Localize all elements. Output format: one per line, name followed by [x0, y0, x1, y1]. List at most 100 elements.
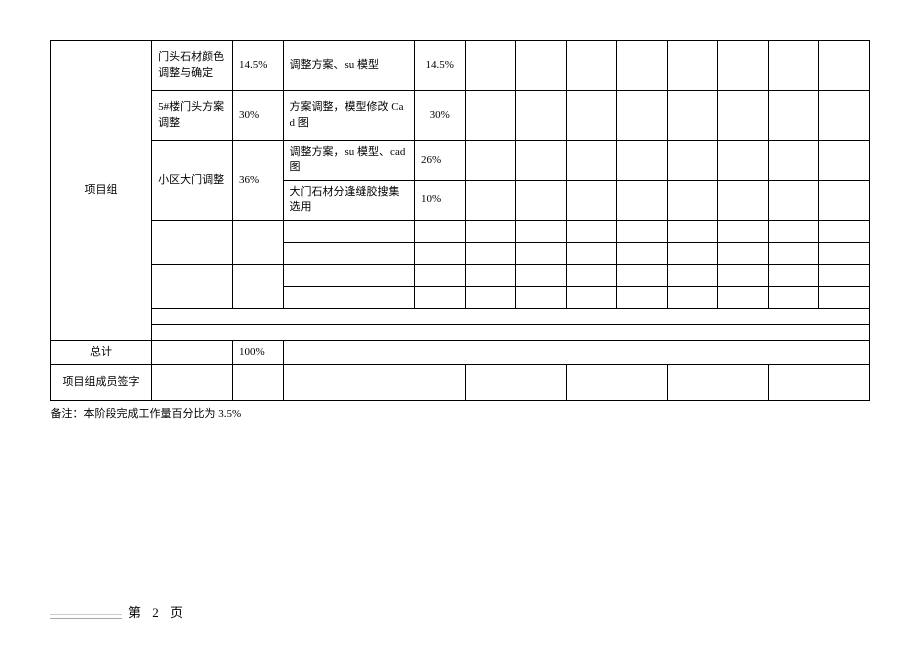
empty-cell [465, 141, 516, 181]
empty-cell [617, 41, 668, 91]
empty-cell [667, 242, 718, 264]
task-cell: 小区大门调整 [152, 141, 233, 221]
page-divider-line [50, 614, 122, 615]
empty-cell [283, 340, 869, 364]
empty-cell [768, 220, 819, 242]
desc-cell: 方案调整，模型修改 Cad 图 [283, 91, 414, 141]
task-cell: 5#楼门头方案调整 [152, 91, 233, 141]
empty-cell [152, 308, 870, 324]
empty-cell [819, 264, 870, 286]
table-row [51, 308, 870, 324]
empty-cell [152, 324, 870, 340]
empty-cell [819, 41, 870, 91]
empty-cell [465, 364, 566, 400]
empty-cell [152, 264, 233, 308]
empty-cell [667, 264, 718, 286]
empty-cell [414, 220, 465, 242]
empty-cell [283, 286, 414, 308]
empty-cell [768, 364, 869, 400]
pct-cell: 14.5% [232, 41, 283, 91]
empty-cell [232, 364, 283, 400]
empty-cell [566, 180, 617, 220]
empty-cell [819, 242, 870, 264]
empty-cell [819, 220, 870, 242]
table-row: 项目组 门头石材颜色调整与确定 14.5% 调整方案、su 模型 14.5% [51, 41, 870, 91]
empty-cell [414, 242, 465, 264]
remark-cell: 备注：本阶段完成工作量百分比为 3.5% [51, 400, 870, 428]
empty-cell [566, 91, 617, 141]
empty-cell [465, 242, 516, 264]
empty-cell [232, 264, 283, 308]
empty-cell [617, 180, 668, 220]
empty-cell [566, 41, 617, 91]
sign-label-cell: 项目组成员签字 [51, 364, 152, 400]
empty-cell [566, 141, 617, 181]
group-label-cell: 项目组 [51, 41, 152, 341]
empty-cell [465, 264, 516, 286]
empty-cell [516, 41, 567, 91]
empty-cell [718, 91, 769, 141]
empty-cell [768, 242, 819, 264]
empty-cell [283, 264, 414, 286]
empty-cell [819, 141, 870, 181]
empty-cell [667, 41, 718, 91]
empty-cell [516, 141, 567, 181]
empty-cell [283, 364, 465, 400]
empty-cell [516, 91, 567, 141]
pct-cell: 30% [232, 91, 283, 141]
table-row: 5#楼门头方案调整 30% 方案调整，模型修改 Cad 图 30% [51, 91, 870, 141]
empty-cell [152, 220, 233, 264]
empty-cell [465, 41, 516, 91]
total-pct-cell: 100% [232, 340, 283, 364]
empty-cell [465, 286, 516, 308]
empty-cell [516, 220, 567, 242]
pct2-cell: 30% [414, 91, 465, 141]
empty-cell [617, 286, 668, 308]
empty-cell [667, 286, 718, 308]
empty-cell [718, 242, 769, 264]
empty-cell [283, 242, 414, 264]
total-row: 总计 100% [51, 340, 870, 364]
empty-cell [667, 141, 718, 181]
empty-cell [617, 220, 668, 242]
empty-cell [516, 286, 567, 308]
empty-cell [667, 180, 718, 220]
empty-cell [768, 180, 819, 220]
desc-cell: 大门石材分逢缝胶搜集选用 [283, 180, 414, 220]
empty-cell [414, 264, 465, 286]
pct2-cell: 14.5% [414, 41, 465, 91]
empty-cell [465, 180, 516, 220]
empty-cell [768, 286, 819, 308]
desc-cell: 调整方案，su 模型、cad 图 [283, 141, 414, 181]
empty-cell [465, 91, 516, 141]
empty-cell [152, 364, 233, 400]
empty-cell [768, 264, 819, 286]
empty-cell [768, 91, 819, 141]
empty-cell [768, 41, 819, 91]
empty-cell [516, 264, 567, 286]
empty-cell [465, 220, 516, 242]
empty-cell [414, 286, 465, 308]
empty-cell [718, 41, 769, 91]
empty-cell [718, 220, 769, 242]
pct2-cell: 26% [414, 141, 465, 181]
empty-cell [566, 286, 617, 308]
empty-cell [819, 180, 870, 220]
empty-cell [819, 286, 870, 308]
empty-cell [667, 220, 718, 242]
empty-cell [566, 264, 617, 286]
pct2-cell: 10% [414, 180, 465, 220]
empty-cell [819, 91, 870, 141]
empty-cell [617, 242, 668, 264]
empty-cell [718, 141, 769, 181]
table-row: 小区大门调整 36% 调整方案，su 模型、cad 图 26% [51, 141, 870, 181]
empty-cell [718, 264, 769, 286]
empty-cell [667, 364, 768, 400]
empty-cell [768, 141, 819, 181]
empty-cell [566, 242, 617, 264]
desc-cell: 调整方案、su 模型 [283, 41, 414, 91]
empty-cell [152, 340, 233, 364]
total-label-cell: 总计 [51, 340, 152, 364]
empty-cell [617, 141, 668, 181]
empty-cell [617, 264, 668, 286]
